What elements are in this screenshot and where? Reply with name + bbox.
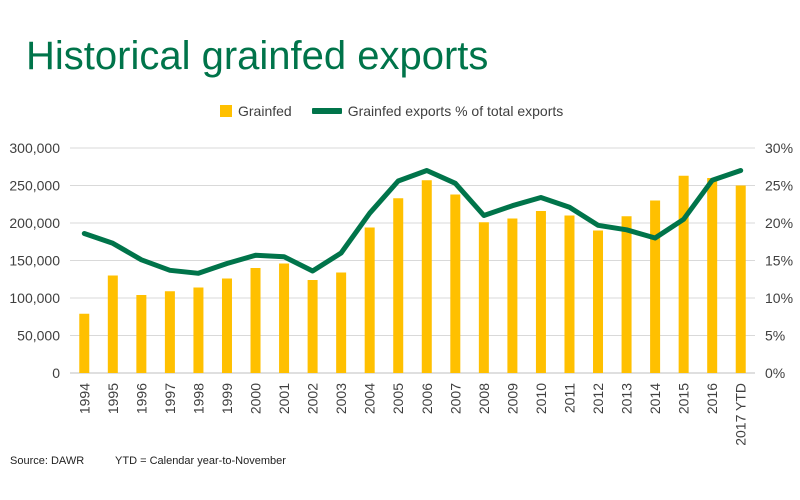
- x-tick-label: 2017 YTD: [733, 383, 749, 446]
- bar: [221, 278, 232, 373]
- x-tick-label: 2010: [533, 383, 549, 414]
- y2-tick-label: 5%: [765, 328, 785, 344]
- legend-swatch-line: [311, 108, 342, 114]
- x-tick-label: 2016: [704, 383, 720, 414]
- x-tick-label: 2013: [619, 383, 635, 414]
- bar: [478, 222, 489, 373]
- bar: [450, 194, 461, 373]
- legend-swatch-bar: [220, 105, 232, 117]
- x-tick-label: 2009: [504, 383, 520, 414]
- chart-title: Historical grainfed exports: [26, 34, 489, 78]
- x-tick-label: 2015: [676, 383, 692, 414]
- y2-tick-label: 20%: [765, 215, 793, 231]
- x-tick-label: 2007: [447, 383, 463, 414]
- x-tick-label: 2002: [305, 383, 321, 414]
- bar: [107, 275, 118, 373]
- y-tick-label: 0: [52, 365, 60, 381]
- x-tick-label: 2012: [590, 383, 606, 414]
- y-tick-label: 250,000: [9, 178, 60, 194]
- bar: [136, 295, 147, 373]
- x-tick-label: 2005: [390, 383, 406, 414]
- bar: [279, 263, 290, 373]
- y-tick-label: 200,000: [9, 215, 60, 231]
- bar: [707, 178, 718, 373]
- x-tick-label: 2001: [276, 383, 292, 414]
- x-tick-label: 2003: [333, 383, 349, 414]
- footer: Source: DAWR YTD = Calendar year-to-Nove…: [10, 455, 314, 467]
- y2-tick-label: 25%: [765, 178, 793, 194]
- bar: [564, 215, 575, 373]
- line-series: [81, 168, 744, 276]
- bar: [250, 268, 261, 373]
- bar: [393, 198, 404, 373]
- x-tick-label: 2006: [419, 383, 435, 414]
- y2-tick-label: 10%: [765, 290, 793, 306]
- bar: [193, 287, 204, 373]
- bar: [164, 291, 175, 373]
- legend: Grainfed Grainfed exports % of total exp…: [220, 103, 563, 119]
- x-tick-label: 1998: [190, 383, 206, 414]
- bar: [307, 280, 318, 373]
- bar: [336, 272, 347, 373]
- x-tick-label: 2000: [248, 383, 264, 414]
- bar: [535, 211, 546, 373]
- source-note: Source: DAWR: [10, 455, 85, 467]
- x-tick-label: 2008: [476, 383, 492, 414]
- x-tick-label: 1999: [219, 383, 235, 414]
- bar: [593, 230, 604, 373]
- bar: [650, 200, 661, 373]
- x-tick-label: 1997: [162, 383, 178, 414]
- bar: [678, 175, 689, 373]
- bar: [79, 313, 90, 373]
- bar: [507, 218, 518, 373]
- legend-label-line: Grainfed exports % of total exports: [347, 103, 564, 119]
- y-tick-label: 300,000: [9, 140, 60, 156]
- y2-tick-label: 15%: [765, 253, 793, 269]
- x-tick-label: 2014: [647, 383, 663, 414]
- legend-label-bar: Grainfed: [238, 103, 292, 119]
- bar: [364, 227, 375, 373]
- x-tick-label: 1996: [133, 383, 149, 414]
- bar: [421, 180, 432, 373]
- y-tick-label: 150,000: [9, 253, 60, 269]
- y2-tick-label: 30%: [765, 140, 793, 156]
- y-tick-label: 100,000: [9, 290, 60, 306]
- x-tick-label: 1995: [105, 383, 121, 414]
- bar: [735, 185, 746, 373]
- x-tick-label: 2011: [561, 383, 577, 413]
- x-tick-label: 2004: [362, 383, 378, 414]
- x-tick-label: 1994: [76, 383, 92, 414]
- y-tick-label: 50,000: [17, 328, 60, 344]
- ytd-note: YTD = Calendar year-to-November: [115, 455, 286, 467]
- y2-tick-label: 0%: [765, 365, 785, 381]
- bar: [621, 216, 632, 373]
